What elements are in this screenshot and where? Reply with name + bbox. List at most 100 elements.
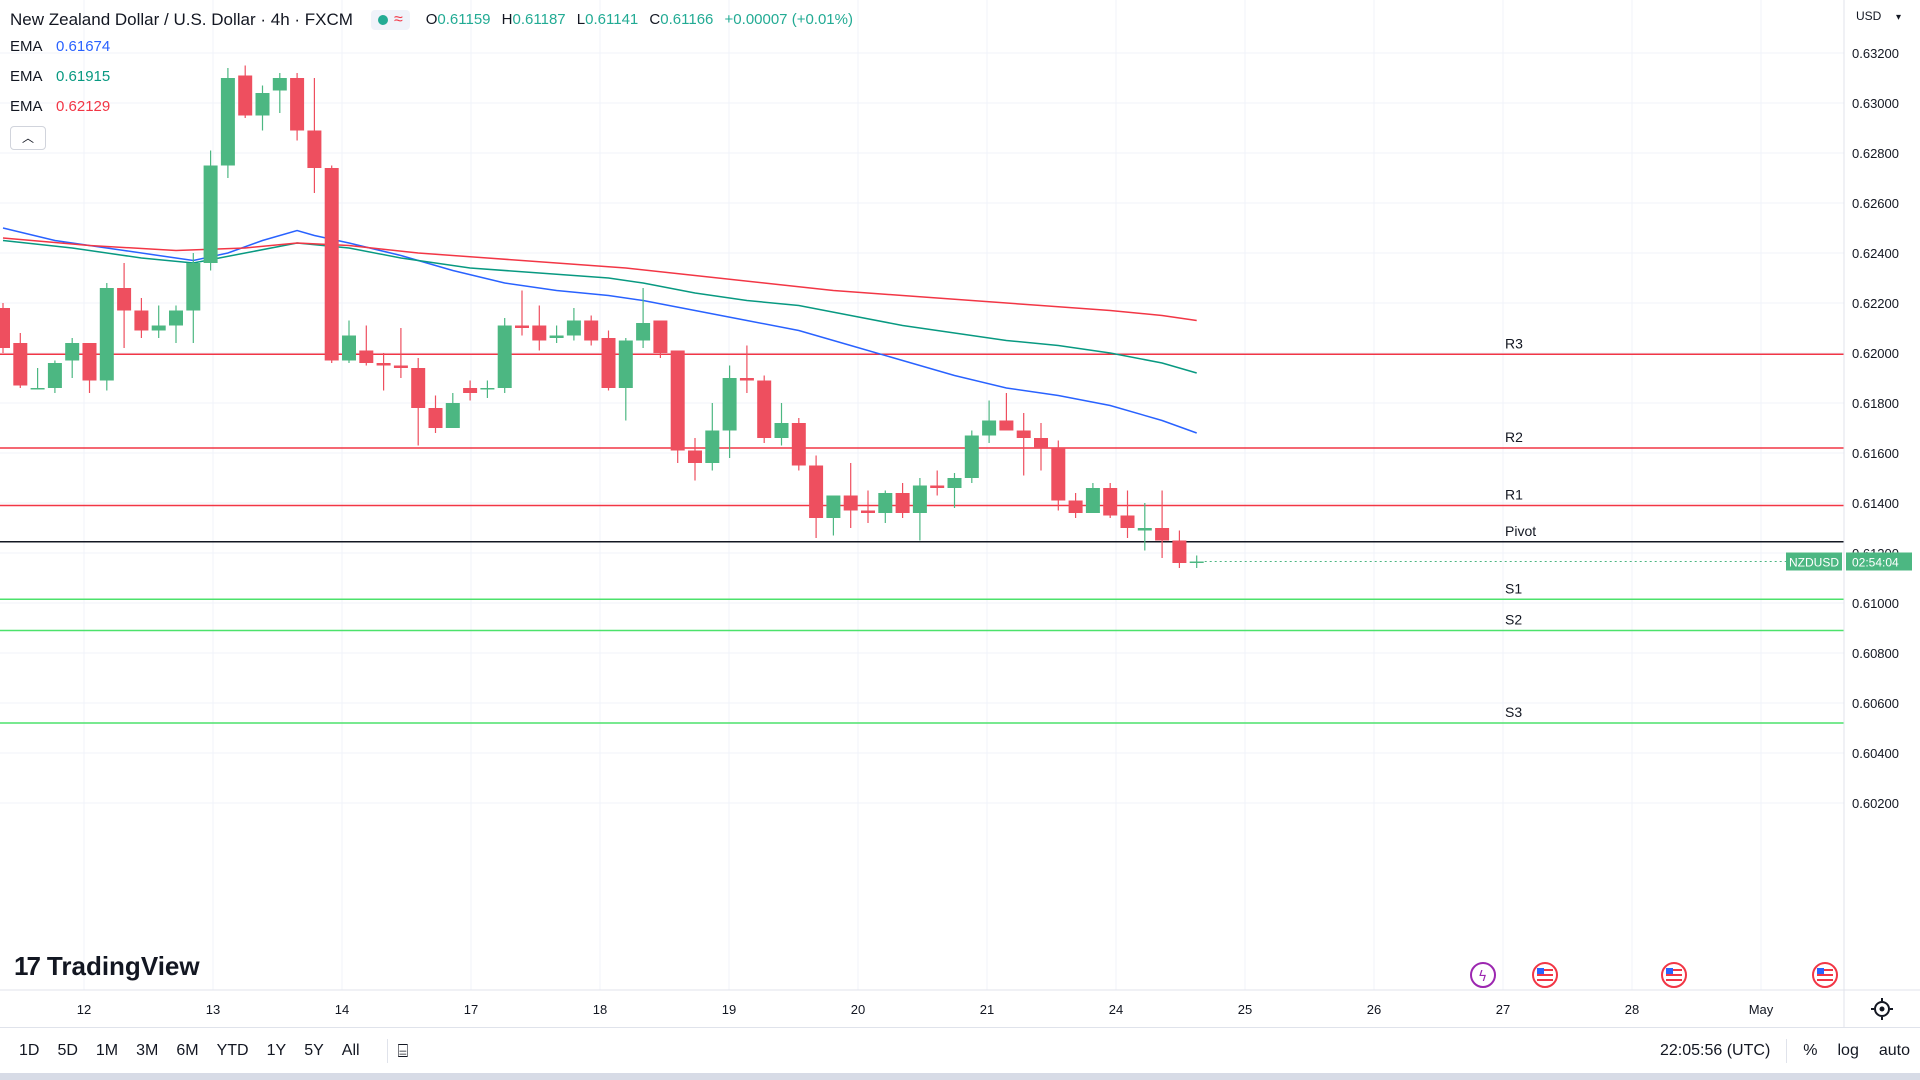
candle-down — [117, 263, 132, 348]
chart-background — [0, 0, 1920, 1027]
candle-body — [636, 323, 651, 341]
price-tick-label: 0.60800 — [1852, 646, 1899, 661]
auto-scale-toggle[interactable]: auto — [1878, 1042, 1910, 1059]
candle-up — [1189, 555, 1204, 568]
price-tick-label: 0.62000 — [1852, 346, 1899, 361]
range-1y[interactable]: 1Y — [266, 1042, 287, 1059]
level-label-r2: R2 — [1505, 429, 1523, 445]
range-1d[interactable]: 1D — [19, 1042, 40, 1059]
tradingview-logo[interactable]: 17 TradingView — [14, 951, 200, 982]
candle-body — [878, 493, 893, 513]
candle-up — [912, 478, 927, 541]
level-label-s1: S1 — [1505, 580, 1522, 596]
us-flag-event-icon[interactable] — [1532, 962, 1558, 988]
candle-up — [618, 338, 633, 421]
candle-down — [999, 393, 1014, 431]
candle-body — [791, 423, 806, 466]
candle-body — [497, 325, 512, 388]
range-ytd[interactable]: YTD — [216, 1042, 249, 1059]
candle-down — [757, 375, 772, 443]
range-all[interactable]: All — [341, 1042, 360, 1059]
change-value: +0.00007 (+0.01%) — [724, 11, 853, 28]
ema-legend-2[interactable]: EMA 0.61915 — [10, 62, 860, 92]
price-axis[interactable]: 0.63200 0.63000 0.62800 0.62600 0.62400 0.622… — [1852, 46, 1899, 811]
close-label: C — [649, 11, 661, 28]
ema-label: EMA — [10, 38, 43, 55]
low-value: 0.61141 — [585, 11, 639, 28]
ema-value: 0.62129 — [56, 98, 111, 115]
candle-body — [272, 78, 287, 91]
candle-body — [134, 310, 149, 331]
candle-body — [82, 343, 97, 381]
range-1m[interactable]: 1M — [95, 1042, 119, 1059]
ema-label: EMA — [10, 68, 43, 85]
candle-down — [791, 418, 806, 471]
current-price-tag: NZDUSD 02:54:04 — [1786, 552, 1912, 571]
candle-body — [0, 308, 10, 348]
time-axis[interactable]: 12 13 14 17 18 19 20 21 24 25 26 27 28 May — [77, 1002, 1774, 1017]
percent-scale-toggle[interactable]: % — [1803, 1042, 1818, 1059]
candle-body — [826, 495, 841, 518]
candle-body — [342, 335, 356, 361]
candle-down — [843, 463, 858, 528]
low-label: L — [576, 11, 586, 28]
time-tick-label: 13 — [206, 1002, 220, 1017]
candle-body — [220, 78, 235, 166]
candle-up — [47, 360, 62, 393]
candle-up — [1137, 503, 1152, 551]
candle-down — [1120, 490, 1135, 538]
currency-label[interactable]: USD — [1856, 9, 1882, 23]
candle-body — [1137, 528, 1152, 531]
range-5y[interactable]: 5Y — [304, 1042, 324, 1059]
bottom-right-controls: 22:05:56 (UTC) % log auto — [1650, 1028, 1920, 1074]
chart-legend: New Zealand Dollar / U.S. Dollar · 4h · … — [10, 8, 860, 150]
candle-up — [1085, 483, 1100, 513]
gear-icon[interactable] — [1871, 998, 1893, 1020]
level-label-pivot: Pivot — [1505, 523, 1536, 539]
log-scale-toggle[interactable]: log — [1837, 1042, 1859, 1059]
candle-body — [1189, 561, 1204, 563]
candle-down — [13, 333, 28, 388]
us-flag-event-icon[interactable] — [1812, 962, 1838, 988]
ema-legend-1[interactable]: EMA 0.61674 — [10, 32, 860, 62]
ema-legend-3[interactable]: EMA 0.62129 — [10, 92, 860, 122]
calendar-range-icon[interactable]: ⌸ — [397, 1040, 409, 1061]
candle-body — [670, 350, 685, 451]
close-value: 0.61166 — [660, 11, 714, 28]
range-3m[interactable]: 3M — [136, 1042, 159, 1059]
candle-body — [1085, 488, 1100, 513]
candle-down — [515, 290, 529, 336]
candle-up — [30, 368, 45, 390]
collapse-legend-button[interactable]: ︿ — [10, 126, 46, 150]
wave-icon: ≈ — [393, 11, 403, 28]
price-tick-label: 0.61000 — [1852, 596, 1899, 611]
candle-body — [861, 510, 875, 513]
symbol-title[interactable]: New Zealand Dollar / U.S. Dollar · 4h · … — [10, 10, 353, 29]
lightning-event-icon[interactable]: ϟ — [1470, 962, 1496, 988]
candle-body — [964, 435, 979, 478]
candle-body — [705, 430, 720, 463]
candle-body — [584, 320, 599, 341]
candle-body — [359, 350, 374, 363]
level-label-s3: S3 — [1505, 704, 1522, 720]
candle-body — [203, 165, 218, 263]
price-tick-label: 0.62200 — [1852, 296, 1899, 311]
candle-down — [584, 315, 599, 346]
currency-chevron-icon[interactable]: ▾ — [1896, 12, 1901, 23]
market-status[interactable]: ≈ — [370, 10, 410, 30]
candle-body — [532, 325, 547, 341]
range-5d[interactable]: 5D — [57, 1042, 78, 1059]
candle-up — [169, 305, 183, 343]
candle-up — [964, 430, 979, 483]
candle-body — [843, 495, 858, 511]
candle-down — [238, 65, 253, 118]
candle-down — [0, 303, 10, 353]
candle-down — [359, 325, 374, 366]
utc-clock[interactable]: 22:05:56 (UTC) — [1660, 1042, 1771, 1059]
chevron-up-icon: ︿ — [21, 131, 34, 145]
candle-body — [393, 365, 408, 368]
range-6m[interactable]: 6M — [176, 1042, 199, 1059]
ema-label: EMA — [10, 98, 43, 115]
us-flag-event-icon[interactable] — [1661, 962, 1687, 988]
